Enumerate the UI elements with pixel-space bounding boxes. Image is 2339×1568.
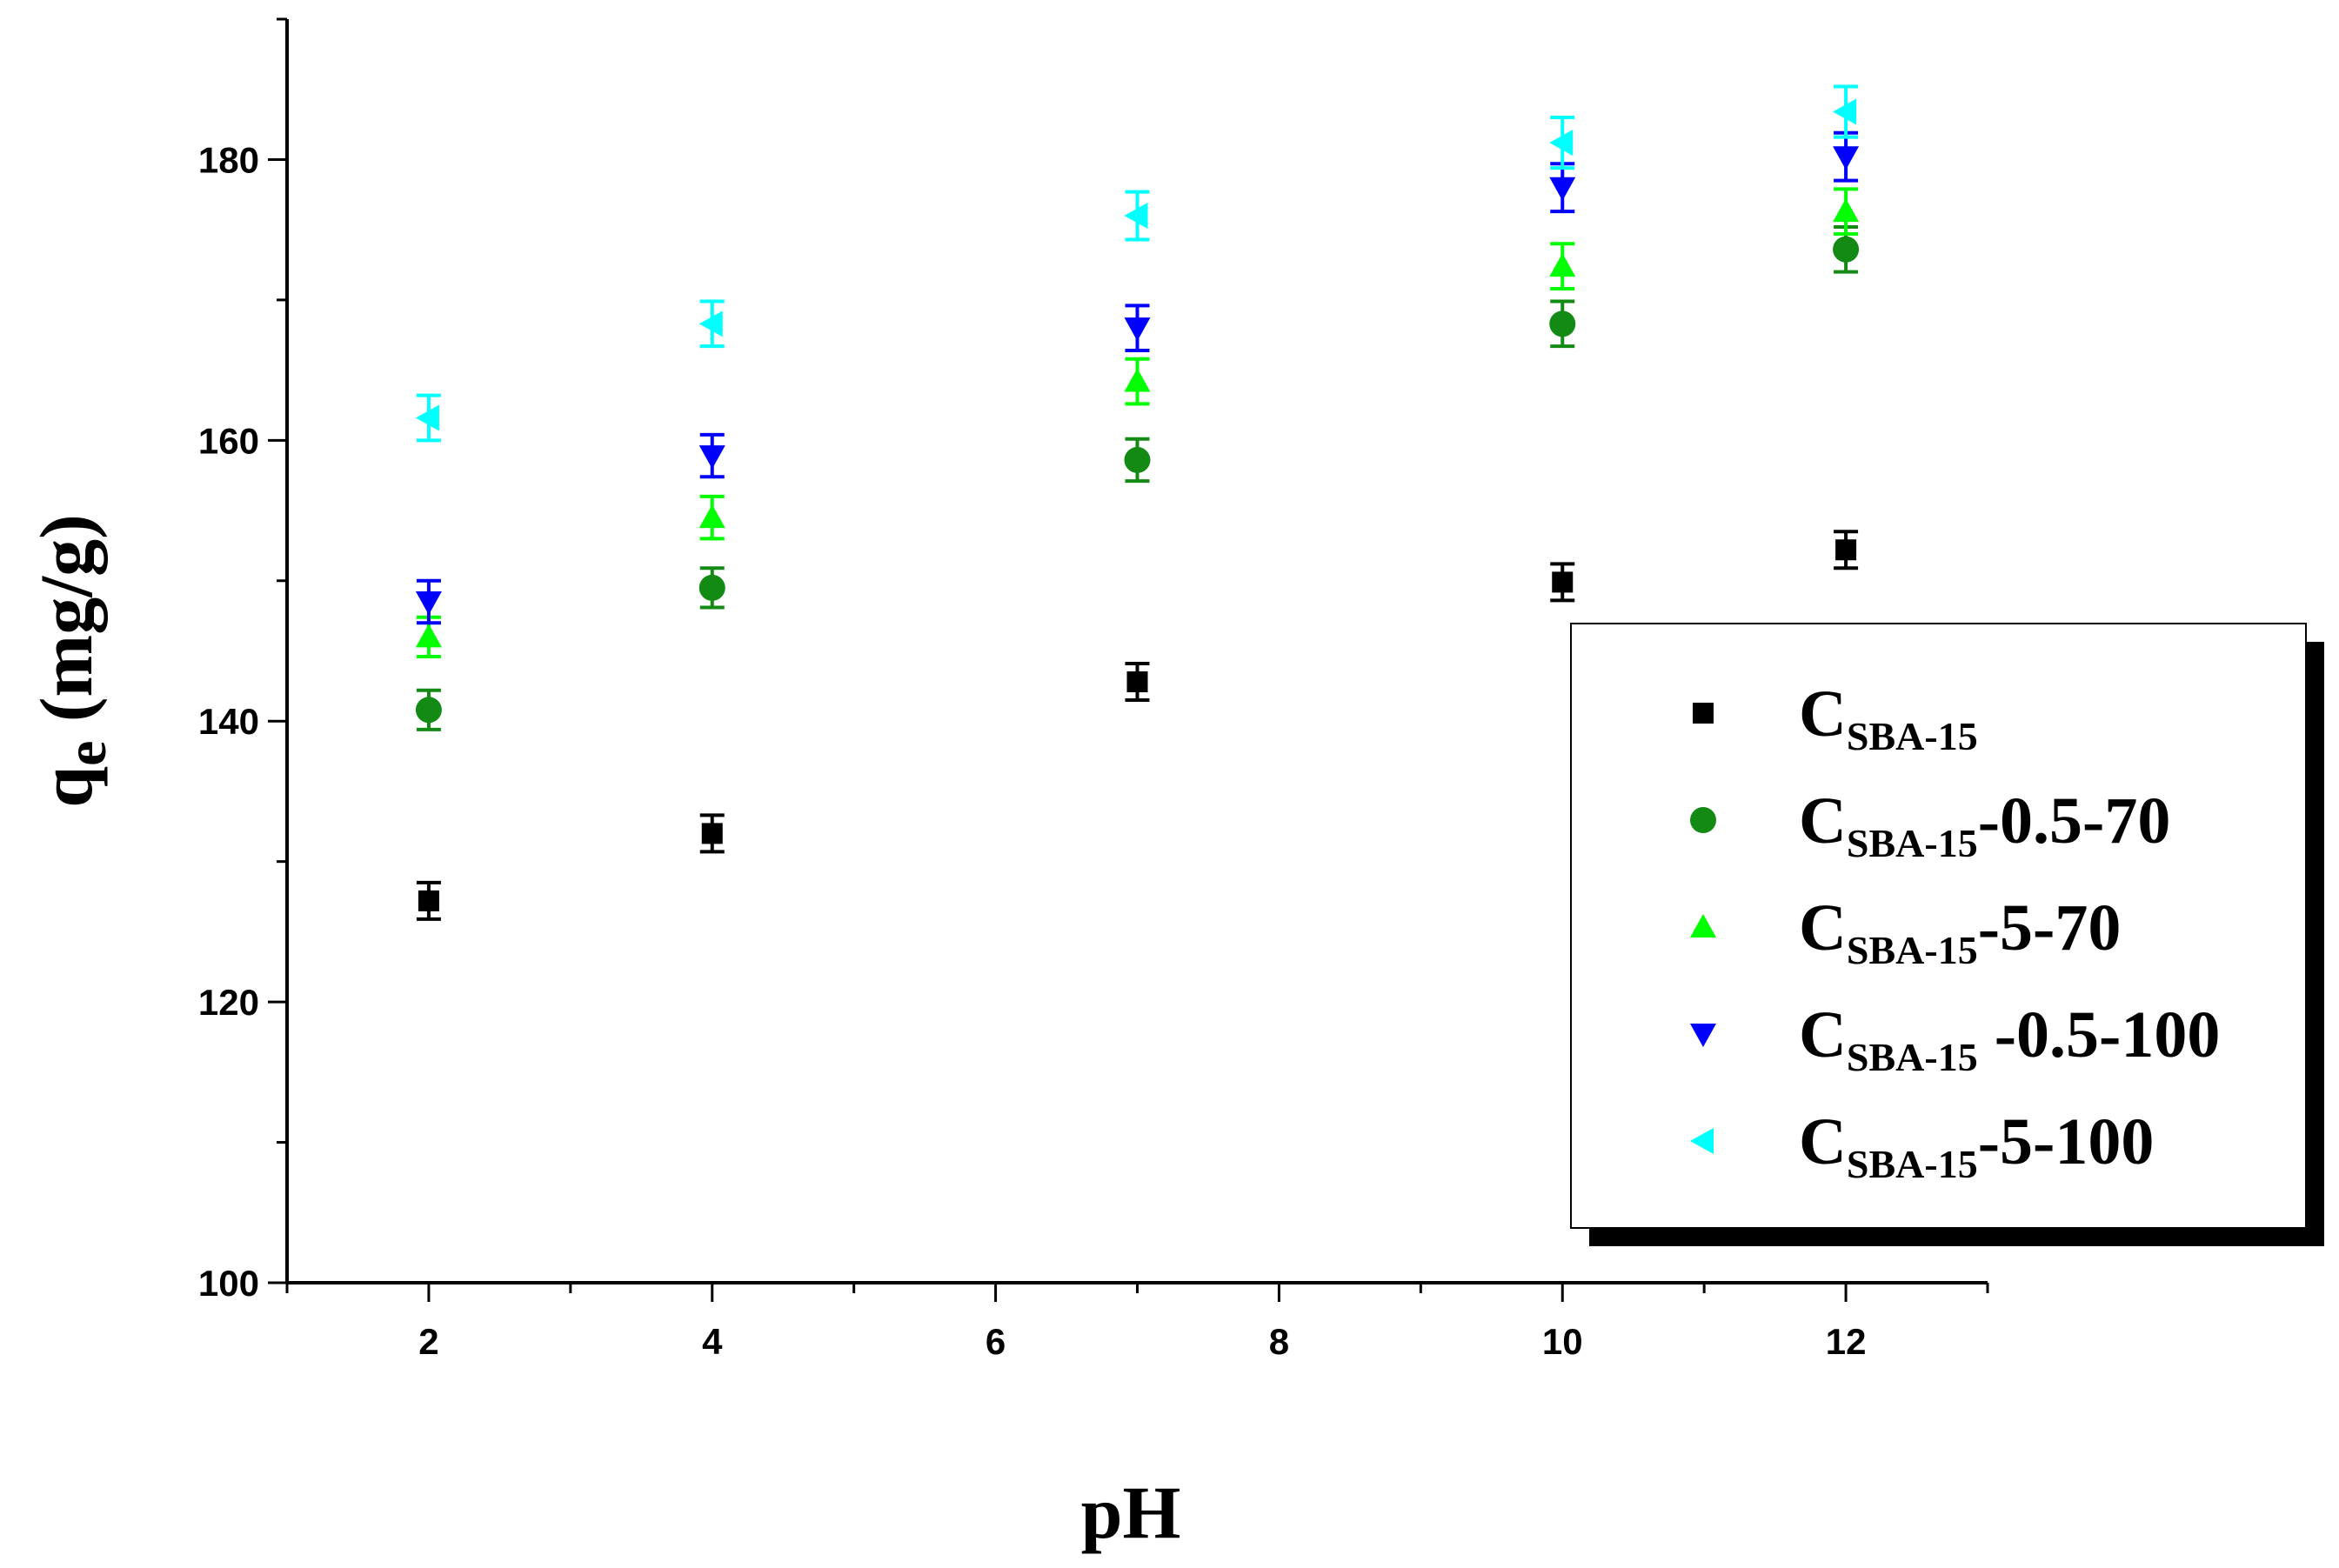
legend-label-suffix: -5-100 — [1978, 1105, 2155, 1178]
y-axis-ticks: 100 120 140 160 180 — [198, 17, 287, 1304]
y-tick-label: 120 — [198, 982, 259, 1023]
legend-label: CSBA-15-5-70 — [1799, 891, 2121, 972]
legend-label-subscript: SBA-15 — [1847, 821, 1978, 865]
data-point — [415, 591, 442, 615]
data-point — [1549, 253, 1576, 277]
legend-marker — [1690, 914, 1716, 937]
legend-marker — [1690, 1024, 1716, 1047]
data-point — [698, 574, 725, 601]
data-point — [1124, 446, 1151, 473]
data-point — [1835, 539, 1857, 561]
y-tick-label: 140 — [198, 701, 259, 742]
data-point — [1124, 203, 1148, 230]
legend-label-subscript: SBA-15 — [1847, 928, 1978, 972]
data-point — [418, 890, 439, 911]
legend-label-main: C — [1799, 677, 1847, 751]
data-point — [1833, 236, 1860, 263]
legend-items: CSBA-15CSBA-15-0.5-70CSBA-15-5-70CSBA-15… — [1690, 677, 2220, 1186]
y-tick-label: 160 — [198, 420, 259, 461]
series-2 — [415, 224, 1860, 731]
data-point — [415, 624, 442, 648]
legend-box — [1570, 623, 2307, 1229]
series-4 — [415, 130, 1860, 625]
x-axis-ticks: 2 4 6 8 10 12 — [285, 1283, 1989, 1362]
y-axis-title: qe (mg/g) — [24, 514, 118, 807]
legend-label-suffix: -5-70 — [1978, 891, 2122, 964]
legend-label-subscript: SBA-15 — [1847, 714, 1978, 758]
data-point — [1552, 571, 1574, 593]
legend-label: CSBA-15 — [1799, 677, 1978, 758]
x-tick-label: 6 — [986, 1321, 1006, 1362]
y-tick-label: 100 — [198, 1263, 259, 1304]
legend-label-suffix: -0.5-70 — [1978, 784, 2171, 857]
x-tick-label: 4 — [702, 1321, 723, 1362]
x-tick-label: 2 — [418, 1321, 438, 1362]
legend-marker — [1690, 807, 1716, 833]
legend-label: CSBA-15 -0.5-100 — [1799, 998, 2220, 1079]
legend-label-main: C — [1799, 784, 1847, 857]
data-point — [701, 823, 723, 844]
legend-label-subscript: SBA-15 — [1847, 1142, 1978, 1186]
y-axis-title-subscript: e — [55, 741, 118, 766]
legend-label-main: C — [1799, 998, 1847, 1071]
x-tick-label: 10 — [1542, 1321, 1583, 1362]
data-point — [1124, 368, 1151, 392]
data-point — [1549, 310, 1576, 337]
legend-label: CSBA-15-0.5-70 — [1799, 784, 2170, 865]
data-point — [1549, 177, 1576, 201]
y-tick-label: 180 — [198, 139, 259, 180]
data-point — [698, 310, 723, 337]
data-point — [415, 697, 442, 724]
data-point — [1833, 146, 1860, 170]
series-5 — [415, 84, 1859, 443]
y-axis-title-unit: (mg/g) — [24, 514, 108, 740]
data-point — [415, 404, 439, 431]
x-tick-label: 8 — [1269, 1321, 1289, 1362]
data-points — [415, 84, 1860, 921]
legend-label: CSBA-15-5-100 — [1799, 1105, 2154, 1186]
series-1 — [416, 530, 1859, 921]
legend-label-suffix: -0.5-100 — [1978, 998, 2221, 1071]
legend-label-main: C — [1799, 891, 1847, 964]
data-point — [698, 445, 725, 470]
data-point — [1833, 98, 1857, 125]
legend-marker — [1693, 703, 1714, 724]
series-3 — [415, 187, 1860, 658]
legend: CSBA-15CSBA-15-0.5-70CSBA-15-5-70CSBA-15… — [1570, 623, 2324, 1246]
legend-label-subscript: SBA-15 — [1847, 1035, 1978, 1079]
x-axis-title: pH — [1081, 1471, 1181, 1554]
y-axis-title-symbol: q — [24, 766, 108, 808]
data-point — [698, 504, 725, 529]
data-point — [1126, 671, 1148, 693]
data-point — [1124, 317, 1151, 342]
x-tick-label: 12 — [1826, 1321, 1867, 1362]
data-point — [1549, 130, 1574, 157]
legend-marker — [1690, 1128, 1714, 1154]
data-point — [1833, 198, 1860, 223]
legend-label-main: C — [1799, 1105, 1847, 1178]
